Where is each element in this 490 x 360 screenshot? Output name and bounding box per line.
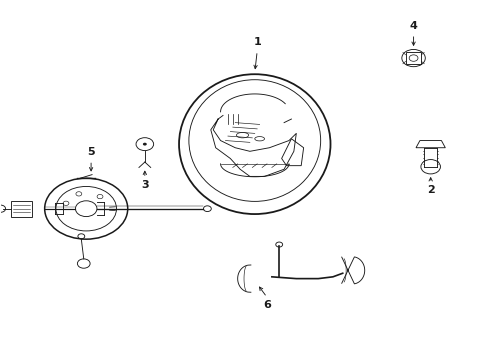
Text: 4: 4 [410, 21, 417, 31]
Text: 5: 5 [87, 147, 95, 157]
Text: 2: 2 [427, 185, 435, 195]
Text: 3: 3 [141, 180, 148, 190]
Text: 6: 6 [263, 300, 271, 310]
Circle shape [143, 143, 147, 145]
Text: 1: 1 [253, 37, 261, 47]
